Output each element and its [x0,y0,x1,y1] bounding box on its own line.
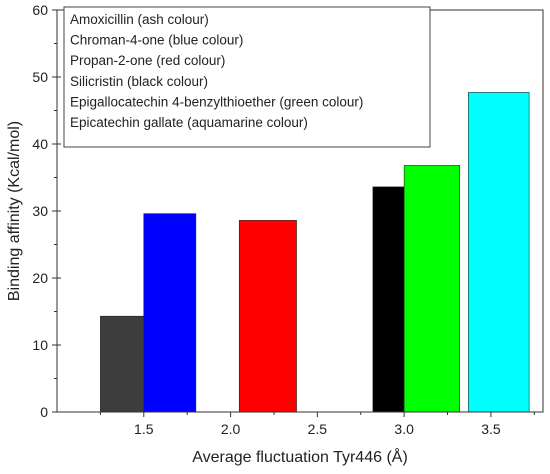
legend-entry: Epicatechin gallate (aquamarine colour) [70,115,308,130]
bar-epigallocatechin-4-benzylthioether [403,165,460,413]
y-tick-label: 0 [40,404,48,420]
x-tick-label: 2.0 [221,421,241,437]
x-tick-label: 1.5 [134,421,154,437]
bar-amoxicillin [100,315,145,413]
legend: Amoxicillin (ash colour) Chroman-4-one (b… [63,6,431,148]
y-tick-label: 30 [32,203,48,219]
bar-epicatechin-gallate [468,92,530,413]
y-tick-label: 40 [32,136,48,152]
y-tick-label: 60 [32,2,48,18]
legend-entry: Amoxicillin (ash colour) [70,12,209,27]
y-tick-label: 50 [32,69,48,85]
bars-group [100,92,530,413]
bar-chroman-4-one [143,213,197,413]
x-tick-label: 3.5 [481,421,501,437]
y-tick-label: 20 [32,270,48,286]
legend-entry: Propan-2-one (red colour) [70,53,225,68]
bar-silicristin [372,186,405,413]
x-axis-label: Average fluctuation Tyr446 (Å) [192,447,408,466]
legend-entry: Silicristin (black colour) [70,74,208,89]
y-tick-label: 10 [32,337,48,353]
x-tick-label: 3.0 [394,421,414,437]
legend-entry: Chroman-4-one (blue colour) [70,33,243,48]
bar-propan-2-one [238,220,297,413]
x-tick-label: 2.5 [308,421,328,437]
y-axis-label: Binding affinity (Kcal/mol) [6,121,23,301]
ticks-group: 0 10 20 30 40 50 60 1.5 2.0 2.5 3.0 3.5 [32,2,535,437]
legend-box [63,6,431,148]
legend-entry: Epigallocatechin 4-benzylthioether (gree… [70,94,363,109]
